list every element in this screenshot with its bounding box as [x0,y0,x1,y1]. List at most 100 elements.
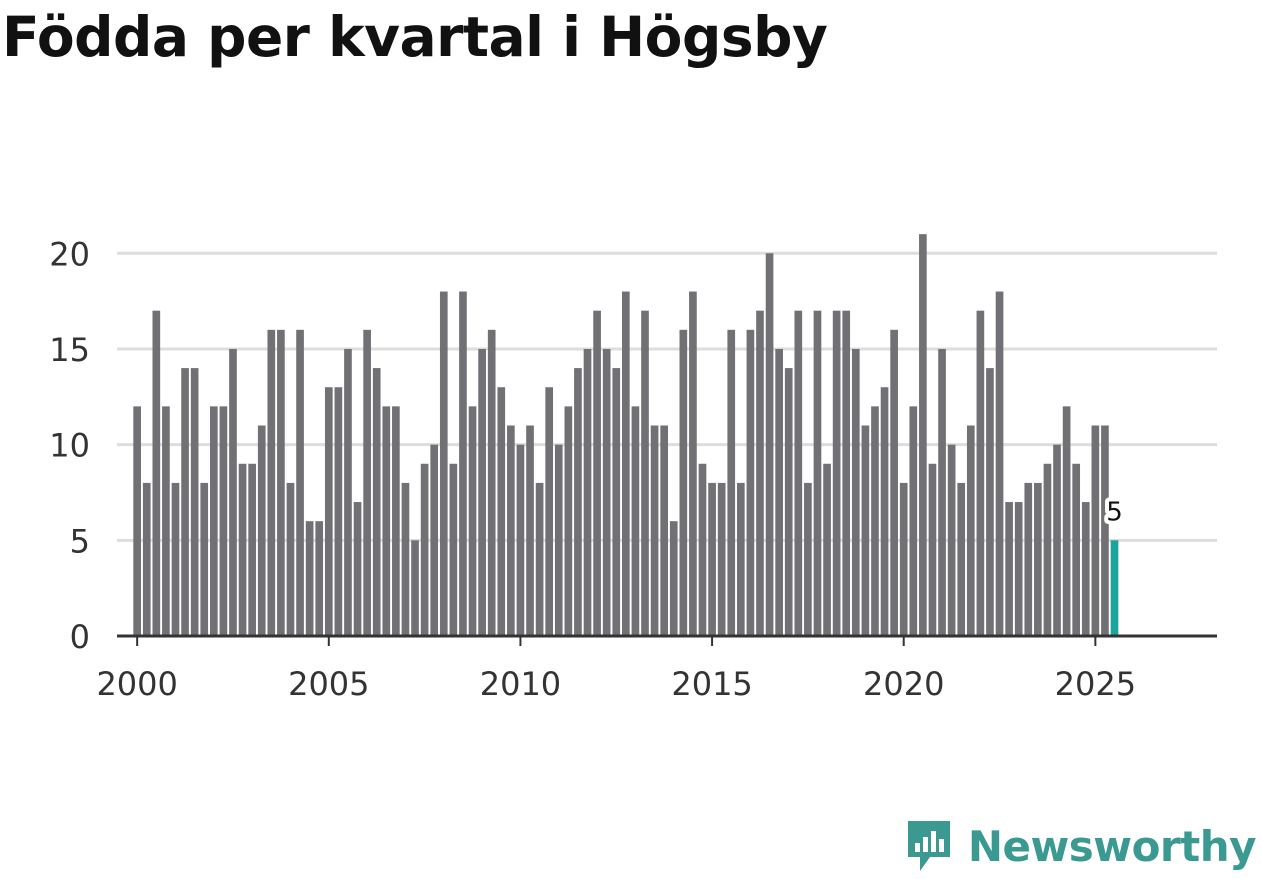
bar [775,348,783,636]
bar [382,406,391,636]
bar [871,406,879,636]
bar [257,425,266,636]
y-tick-label: 15 [49,331,90,369]
bar [899,482,908,636]
bar [181,368,189,636]
bar [286,482,295,636]
bar [334,387,343,636]
bar [574,368,582,636]
bar [420,463,429,636]
bar [344,348,352,636]
bar [152,310,161,636]
x-tick-label: 2005 [288,665,369,703]
bar [1053,444,1061,636]
bar [171,482,180,636]
axes [117,634,1217,646]
bar [353,502,362,636]
bar [784,368,793,636]
bar [363,329,371,636]
bar-highlight [1110,540,1119,636]
bar [679,329,688,636]
data-label-halo: 5 [1106,497,1123,527]
y-tick-label: 10 [49,427,90,465]
bar [1072,463,1081,636]
bar [612,368,621,636]
newsworthy-logo[interactable]: Newsworthy [904,817,1257,875]
x-tick-label: 2020 [863,665,944,703]
x-tick-label: 2015 [671,665,752,703]
bar [248,463,256,636]
bar [736,482,745,636]
bar [823,463,831,636]
bar [947,444,956,636]
bar [439,291,448,636]
bar [631,406,640,636]
bar [209,406,218,636]
bar [238,463,247,636]
bar [861,425,870,636]
bar [315,521,324,636]
bar [919,234,927,637]
bar [1014,502,1023,636]
bar [880,387,889,636]
bar [459,291,467,636]
x-tick-label: 2000 [96,665,177,703]
bar [727,329,736,636]
bar [938,348,946,636]
bar [516,444,525,636]
bar [717,482,726,636]
bar [296,329,304,636]
bar [372,368,381,636]
bar [909,406,918,636]
bar [804,482,812,636]
bar [832,310,841,636]
bar [1034,482,1042,636]
bar [957,482,966,636]
bar [190,368,199,636]
bar [1101,425,1109,636]
bar [133,406,141,636]
bar [142,482,151,636]
bar [219,406,228,636]
bar [324,387,333,636]
bar [966,425,975,636]
bar [430,444,439,636]
bar [487,329,496,636]
y-tick-label: 5 [70,522,90,560]
bar [813,310,822,636]
bar [545,387,554,636]
bar [746,329,755,636]
bar [162,406,170,636]
logo-text: Newsworthy [967,821,1257,871]
bar [851,348,860,636]
bar [794,310,803,636]
bar [1062,406,1071,636]
newsworthy-logo-icon [907,821,950,871]
chart-title: Födda per kvartal i Högsby [2,5,828,69]
bar [976,310,985,636]
bar [756,310,764,636]
bar [1081,502,1090,636]
bar [392,406,400,636]
bar [468,406,477,636]
bar [305,521,314,636]
bar [478,348,486,636]
bar [526,425,534,636]
bar [660,425,668,636]
x-tick-label: 2025 [1055,665,1136,703]
bar [986,368,994,636]
bar [765,253,774,637]
y-tick-label: 20 [49,235,90,273]
bar [401,482,410,636]
x-tick-label: 2010 [480,665,561,703]
bar [497,387,506,636]
y-tick-label: 0 [70,618,90,656]
data-label: 5 [1106,497,1123,527]
bars [133,234,1119,637]
bar [583,348,592,636]
bar [698,463,707,636]
bar [842,310,851,636]
bar [449,463,458,636]
bar [229,348,237,636]
